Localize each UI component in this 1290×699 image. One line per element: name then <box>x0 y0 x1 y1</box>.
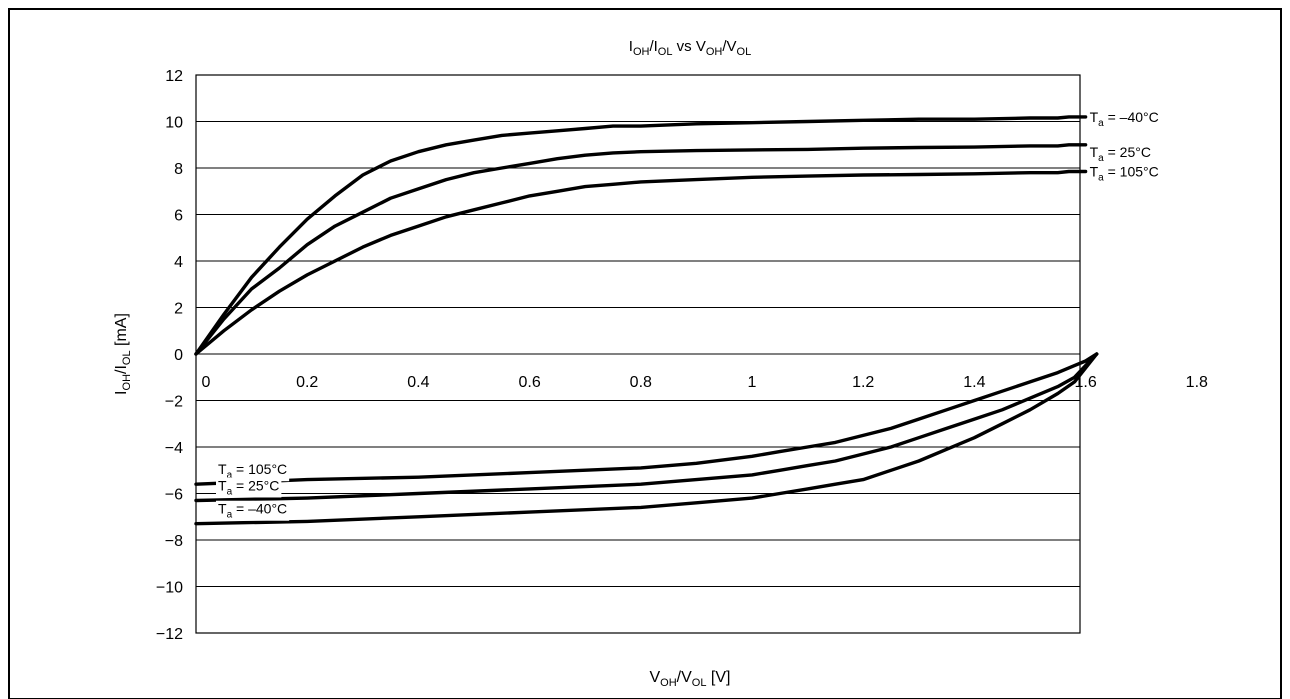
x-tick-label: 0.6 <box>518 374 540 391</box>
y-tick-label: −2 <box>165 394 183 411</box>
annotation-background <box>216 461 290 482</box>
y-tick-label: −6 <box>165 487 183 504</box>
series-annotation: Ta = –40°C <box>1090 109 1159 129</box>
chart-frame <box>8 8 1282 699</box>
x-tick-label: 1 <box>748 374 757 391</box>
annotation-background <box>1087 108 1161 129</box>
annotation-background <box>216 477 282 498</box>
series-annotation: Ta = 25°C <box>1090 144 1151 164</box>
y-tick-label: −8 <box>165 533 183 550</box>
x-tick-label: 1.2 <box>852 374 874 391</box>
x-tick-label: 1.4 <box>963 374 985 391</box>
annotation-background <box>1087 163 1161 184</box>
series-line-ioh <box>194 115 1088 356</box>
series-annotation: Ta = –40°C <box>218 501 287 521</box>
y-tick-label: 8 <box>174 161 183 178</box>
series-annotations: Ta = –40°CTa = 25°CTa = 105°CTa = 105°CT… <box>216 108 1161 521</box>
series-annotation: Ta = 25°C <box>218 477 279 497</box>
grid-lines <box>196 121 1080 587</box>
y-tick-label: 12 <box>165 68 183 85</box>
x-tick-label: 0.2 <box>296 374 318 391</box>
y-tick-label: 4 <box>174 254 183 271</box>
x-tick-label: 1.6 <box>1074 374 1096 391</box>
x-tick-label: 0.4 <box>407 374 429 391</box>
series-annotation: Ta = 105°C <box>1090 163 1159 183</box>
y-tick-label: −4 <box>165 440 183 457</box>
annotation-background <box>1087 143 1153 164</box>
y-tick-label: −12 <box>156 626 183 643</box>
series-line-ioh <box>194 169 1088 356</box>
annotation-background <box>216 500 290 521</box>
series-annotation: Ta = 105°C <box>218 461 287 481</box>
y-tick-labels: 12 10 8 6 4 2 0 −2 −4 −6 −8 −10 −12 <box>156 68 183 643</box>
y-tick-label: 10 <box>165 115 183 132</box>
x-axis-label: VOH/VOL [V] <box>650 669 731 689</box>
x-tick-label: 1.8 <box>1186 374 1208 391</box>
series-line-iol <box>194 352 1099 486</box>
x-tick-labels: 0 0.2 0.4 0.6 0.8 1 1.2 1.4 1.6 1.8 <box>202 374 1208 391</box>
series-curves <box>194 115 1099 526</box>
y-tick-label: 2 <box>174 301 183 318</box>
series-line-ioh <box>194 143 1088 356</box>
y-tick-label: 0 <box>174 347 183 364</box>
chart-title: IOH/IOL vs VOH/VOL <box>629 38 751 58</box>
series-line-iol <box>194 352 1099 503</box>
x-tick-label: 0 <box>202 374 211 391</box>
series-line-iol <box>194 352 1099 526</box>
y-tick-label: −10 <box>156 580 183 597</box>
y-axis-label: IOH/IOL [mA] <box>113 313 133 395</box>
y-tick-label: 6 <box>174 208 183 225</box>
x-tick-label: 0.8 <box>630 374 652 391</box>
